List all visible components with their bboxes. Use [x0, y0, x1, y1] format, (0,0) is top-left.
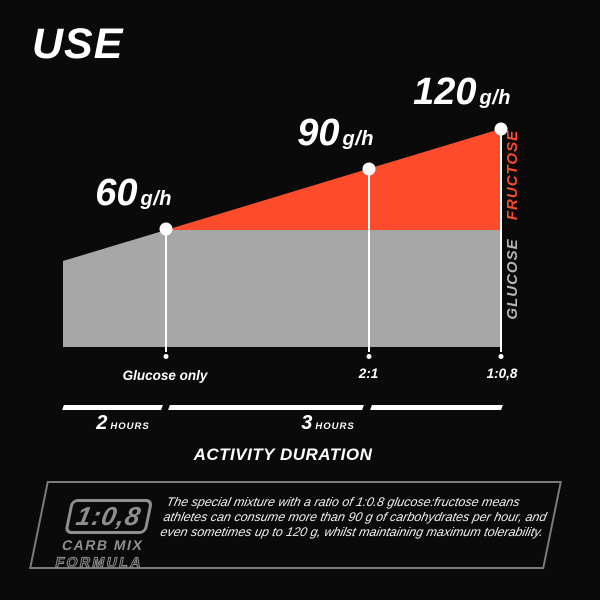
hours-value: 2 [96, 412, 108, 434]
fructose-series-label: FRUCTOSE [504, 129, 521, 221]
hours-value: 3 [301, 412, 313, 434]
glucose-series-label: GLUCOSE [504, 238, 521, 320]
point-value: 90 [297, 112, 340, 154]
marker-dot-small-1 [366, 354, 372, 359]
point-label-120: 120 g/h [396, 73, 511, 111]
point-unit: g/h [342, 128, 374, 150]
ratio-badge: 1:0,8 [64, 499, 154, 534]
duration-bar-segment-3 [370, 405, 503, 410]
tick-label-1-0-8: 1:0,8 [486, 366, 518, 381]
hours-unit: HOURS [110, 421, 150, 432]
explanation-paragraph: The special mixture with a ratio of 1:0.… [159, 495, 548, 539]
carb-mix-formula-badge: 1:0,8 CARB MIX FORMULA [51, 499, 159, 571]
tick-label-2-1: 2:1 [358, 366, 379, 381]
point-value: 120 [413, 71, 477, 113]
point-value: 60 [95, 172, 138, 214]
duration-bar-segment-1 [62, 405, 163, 410]
marker-dot-large-0 [159, 222, 173, 236]
badge-title: CARB MIX [60, 537, 146, 553]
glucose-area [63, 230, 500, 347]
duration-label-3-hours: 3 HOURS [278, 413, 378, 433]
formula-info-box: 1:0,8 CARB MIX FORMULA The special mixtu… [29, 481, 562, 571]
point-label-90: 90 g/h [274, 114, 374, 152]
page-title: USE [32, 20, 124, 68]
point-unit: g/h [140, 188, 172, 210]
duration-label-2-hours: 2 HOURS [73, 413, 173, 433]
badge-subtitle: FORMULA [54, 554, 146, 571]
duration-bar-segment-2 [168, 405, 364, 410]
fructose-area [166, 129, 500, 230]
marker-dot-large-2 [494, 122, 508, 136]
tick-label-glucose-only: Glucose only [122, 368, 208, 383]
marker-dot-large-1 [362, 162, 376, 176]
x-axis-title: ACTIVITY DURATION [193, 445, 373, 464]
point-unit: g/h [479, 87, 511, 109]
marker-dot-small-2 [498, 354, 504, 359]
hours-unit: HOURS [315, 421, 355, 432]
point-label-60: 60 g/h [72, 174, 172, 212]
marker-dot-small-0 [163, 354, 169, 359]
